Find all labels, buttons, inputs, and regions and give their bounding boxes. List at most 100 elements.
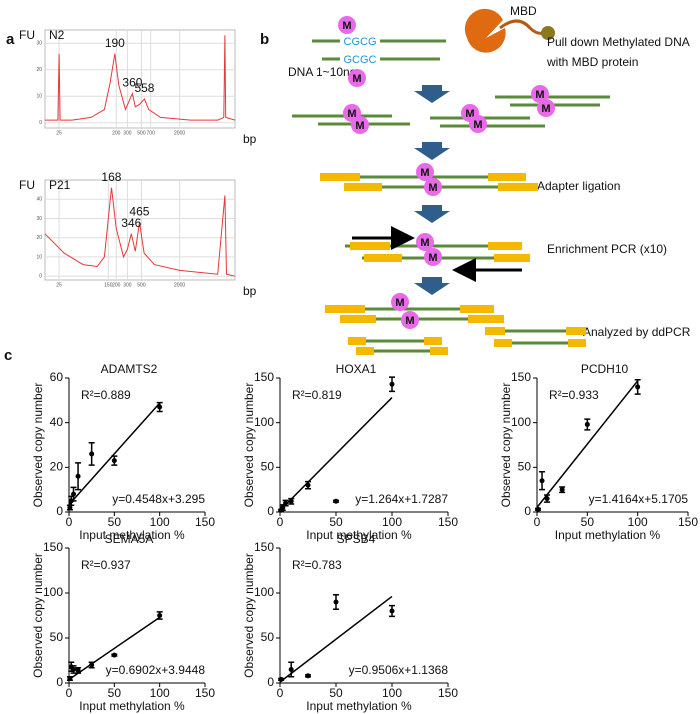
- methyl-label: M: [473, 119, 482, 131]
- data-point: [75, 473, 81, 479]
- y-tick-label: 10: [36, 94, 42, 100]
- strand-sequence: CGCG: [344, 36, 377, 48]
- data-point: [75, 667, 81, 673]
- data-point: [111, 652, 117, 658]
- x-tick-label: 0: [277, 515, 284, 529]
- step-label: Analyzed by ddPCR: [583, 325, 691, 339]
- x-tick-label: 500: [137, 282, 146, 288]
- peak-label: 360: [122, 76, 142, 90]
- x-tick-label: 300: [123, 282, 132, 288]
- data-point: [305, 673, 311, 679]
- data-point: [89, 451, 95, 457]
- x-tick-label: 50: [329, 515, 343, 529]
- methyl-label: M: [535, 89, 544, 101]
- r2-label: R²=0.889: [81, 388, 131, 402]
- x-axis-label: bp: [243, 284, 257, 298]
- step-arrow: [414, 85, 450, 103]
- x-tick-label: 50: [581, 515, 595, 529]
- methyl-badge: [351, 116, 369, 134]
- y-tick-label: 0: [39, 120, 42, 126]
- methyl-label: M: [342, 20, 351, 32]
- y-tick-label: 50: [518, 460, 532, 474]
- strand-sequence: GCGC: [344, 54, 377, 66]
- adapter: [348, 337, 366, 345]
- y-tick-label: 0: [39, 273, 42, 279]
- r2-label: R²=0.819: [292, 388, 342, 402]
- step-label: Adapter ligation: [537, 179, 620, 193]
- y-tick-label: 150: [511, 370, 531, 384]
- adapter: [320, 173, 360, 181]
- data-point: [278, 676, 284, 682]
- adapter: [344, 183, 382, 191]
- methyl-label: M: [420, 167, 429, 179]
- adapter: [488, 242, 522, 250]
- x-axis-label: Input methylation %: [306, 528, 412, 542]
- methyl-label: M: [428, 182, 437, 194]
- x-tick-label: 150: [438, 515, 458, 529]
- y-tick-label: 60: [50, 370, 64, 384]
- adapter: [460, 305, 494, 313]
- x-tick-label: 2000: [174, 130, 185, 136]
- data-point: [544, 496, 550, 502]
- chart-title: ADAMTS2: [101, 362, 158, 376]
- x-tick-label: 700: [147, 130, 156, 136]
- y-axis-label: FU: [19, 28, 35, 42]
- peak-label: 465: [129, 204, 149, 218]
- data-point: [333, 599, 339, 605]
- x-tick-label: 0: [534, 515, 541, 529]
- x-tick-label: 100: [382, 515, 402, 529]
- methyl-badge: [416, 233, 434, 251]
- adapter: [356, 347, 374, 355]
- chart-title: P21: [49, 178, 71, 192]
- y-axis-label: Observed copy number: [499, 383, 513, 508]
- fit-equation: y=0.9506x+1.1368: [349, 663, 449, 677]
- step-label: with MBD protein: [546, 55, 638, 69]
- x-axis-label: Input methylation %: [306, 699, 412, 713]
- y-tick-label: 50: [261, 630, 275, 644]
- x-tick-label: 0: [66, 686, 73, 700]
- input-label: DNA 1~10ng: [288, 65, 356, 79]
- y-tick-label: 50: [261, 460, 275, 474]
- y-tick-label: 100: [43, 585, 63, 599]
- trace: [44, 187, 236, 277]
- y-tick-label: 0: [267, 675, 274, 689]
- adapter: [494, 339, 512, 347]
- methyl-badge: [416, 163, 434, 181]
- y-tick-label: 20: [36, 235, 42, 241]
- data-point: [111, 458, 117, 464]
- x-tick-label: 150: [678, 515, 698, 529]
- peak-label: 190: [105, 36, 125, 50]
- r2-label: R²=0.937: [81, 558, 131, 572]
- bead: [541, 26, 555, 40]
- step-label: Enrichment PCR (x10): [547, 242, 667, 256]
- data-point: [67, 505, 73, 511]
- x-tick-label: 150: [195, 515, 215, 529]
- y-tick-label: 100: [254, 585, 274, 599]
- r2-label: R²=0.783: [292, 558, 342, 572]
- fit-line: [68, 616, 161, 681]
- methyl-badge: [531, 85, 549, 103]
- x-tick-label: 0: [277, 686, 284, 700]
- y-axis-label: Observed copy number: [31, 553, 45, 678]
- y-tick-label: 0: [267, 504, 274, 518]
- y-tick-label: 100: [511, 415, 531, 429]
- diagram: CGCG GCGC DNA 1~10ng MBD Pull down Methy…: [288, 4, 691, 355]
- fit-equation: y=1.4164x+5.1705: [589, 492, 689, 506]
- chart-title: SEMA5A: [105, 532, 154, 546]
- data-point: [157, 404, 163, 410]
- x-axis-label: Input methylation %: [79, 528, 185, 542]
- peak-label: 346: [121, 216, 141, 230]
- x-tick-label: 200: [112, 130, 121, 136]
- y-axis-label: Observed copy number: [31, 383, 45, 508]
- step-arrow: [414, 142, 450, 160]
- methyl-badge: [424, 178, 442, 196]
- fit-equation: y=1.264x+1.7287: [355, 492, 448, 506]
- y-tick-label: 40: [50, 415, 64, 429]
- chart-title: N2: [49, 28, 65, 42]
- fit-line: [279, 397, 393, 511]
- step-arrow: [414, 277, 450, 295]
- fit-equation: y=0.4548x+3.295: [112, 492, 205, 506]
- adapter: [340, 315, 376, 323]
- peak-label: 168: [101, 170, 121, 184]
- adapter: [498, 183, 538, 191]
